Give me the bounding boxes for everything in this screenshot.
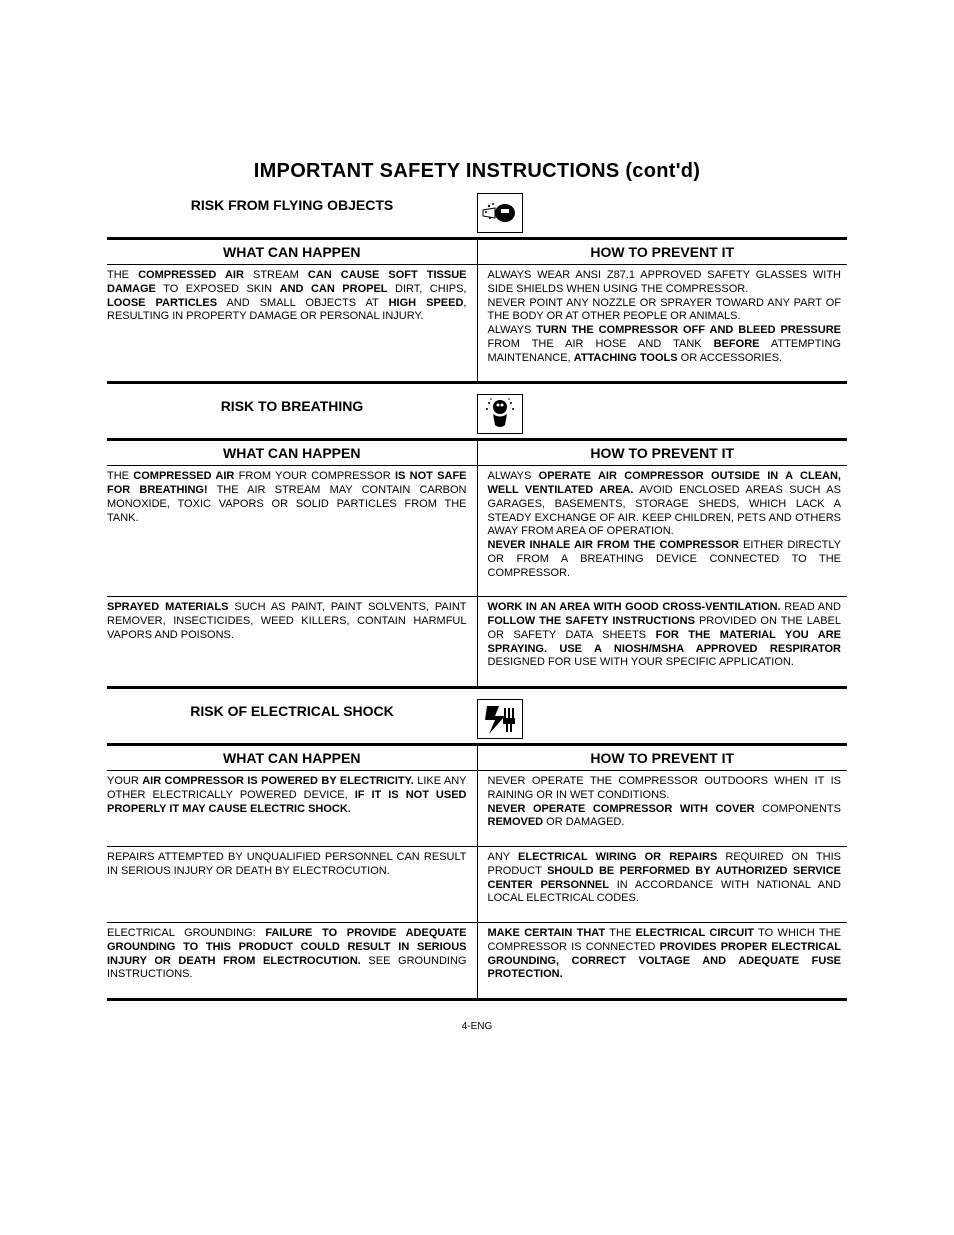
table-row: THE COMPRESSED AIR FROM YOUR COMPRESSOR … bbox=[107, 466, 847, 597]
risk-title: RISK TO BREATHING bbox=[107, 398, 477, 414]
how-to-prevent-cell: ANY ELECTRICAL WIRING OR REPAIRS REQUIRE… bbox=[477, 847, 847, 923]
safety-table: WHAT CAN HAPPENHOW TO PREVENT ITTHE COMP… bbox=[107, 438, 847, 689]
col-header-left: WHAT CAN HAPPEN bbox=[107, 745, 477, 771]
what-can-happen-cell: ELECTRICAL GROUNDING: FAILURE TO PROVIDE… bbox=[107, 923, 477, 1000]
how-to-prevent-cell: MAKE CERTAIN THAT THE ELECTRICAL CIRCUIT… bbox=[477, 923, 847, 1000]
what-can-happen-cell: THE COMPRESSED AIR FROM YOUR COMPRESSOR … bbox=[107, 466, 477, 597]
table-row: ELECTRICAL GROUNDING: FAILURE TO PROVIDE… bbox=[107, 923, 847, 1000]
safety-table: WHAT CAN HAPPENHOW TO PREVENT ITYOUR AIR… bbox=[107, 743, 847, 1001]
safety-table: WHAT CAN HAPPENHOW TO PREVENT ITTHE COMP… bbox=[107, 237, 847, 384]
page-title: IMPORTANT SAFETY INSTRUCTIONS (cont'd) bbox=[107, 160, 847, 183]
col-header-left: WHAT CAN HAPPEN bbox=[107, 440, 477, 466]
how-to-prevent-cell: ALWAYS OPERATE AIR COMPRESSOR OUTSIDE IN… bbox=[477, 466, 847, 597]
risk-header: RISK FROM FLYING OBJECTS bbox=[107, 193, 847, 237]
how-to-prevent-cell: WORK IN AN AREA WITH GOOD CROSS-VENTILAT… bbox=[477, 597, 847, 688]
col-header-right: HOW TO PREVENT IT bbox=[477, 440, 847, 466]
col-header-right: HOW TO PREVENT IT bbox=[477, 745, 847, 771]
col-header-left: WHAT CAN HAPPEN bbox=[107, 239, 477, 265]
what-can-happen-cell: THE COMPRESSED AIR STREAM CAN CAUSE SOFT… bbox=[107, 265, 477, 383]
table-row: YOUR AIR COMPRESSOR IS POWERED BY ELECTR… bbox=[107, 771, 847, 847]
how-to-prevent-cell: ALWAYS WEAR ANSI Z87.1 APPROVED SAFETY G… bbox=[477, 265, 847, 383]
table-row: REPAIRS ATTEMPTED BY UNQUALIFIED PERSONN… bbox=[107, 847, 847, 923]
table-row: THE COMPRESSED AIR STREAM CAN CAUSE SOFT… bbox=[107, 265, 847, 383]
electric-shock-icon bbox=[477, 699, 523, 739]
what-can-happen-cell: SPRAYED MATERIALS SUCH AS PAINT, PAINT S… bbox=[107, 597, 477, 688]
breathing-risk-icon bbox=[477, 394, 523, 434]
flying-objects-icon bbox=[477, 193, 523, 233]
what-can-happen-cell: REPAIRS ATTEMPTED BY UNQUALIFIED PERSONN… bbox=[107, 847, 477, 923]
page-footer: 4-ENG bbox=[107, 1021, 847, 1032]
how-to-prevent-cell: NEVER OPERATE THE COMPRESSOR OUTDOORS WH… bbox=[477, 771, 847, 847]
col-header-right: HOW TO PREVENT IT bbox=[477, 239, 847, 265]
table-row: SPRAYED MATERIALS SUCH AS PAINT, PAINT S… bbox=[107, 597, 847, 688]
page: IMPORTANT SAFETY INSTRUCTIONS (cont'd) R… bbox=[107, 0, 847, 1092]
what-can-happen-cell: YOUR AIR COMPRESSOR IS POWERED BY ELECTR… bbox=[107, 771, 477, 847]
risk-title: RISK FROM FLYING OBJECTS bbox=[107, 197, 477, 213]
risk-title: RISK OF ELECTRICAL SHOCK bbox=[107, 703, 477, 719]
risk-header: RISK TO BREATHING bbox=[107, 394, 847, 438]
risk-header: RISK OF ELECTRICAL SHOCK bbox=[107, 699, 847, 743]
